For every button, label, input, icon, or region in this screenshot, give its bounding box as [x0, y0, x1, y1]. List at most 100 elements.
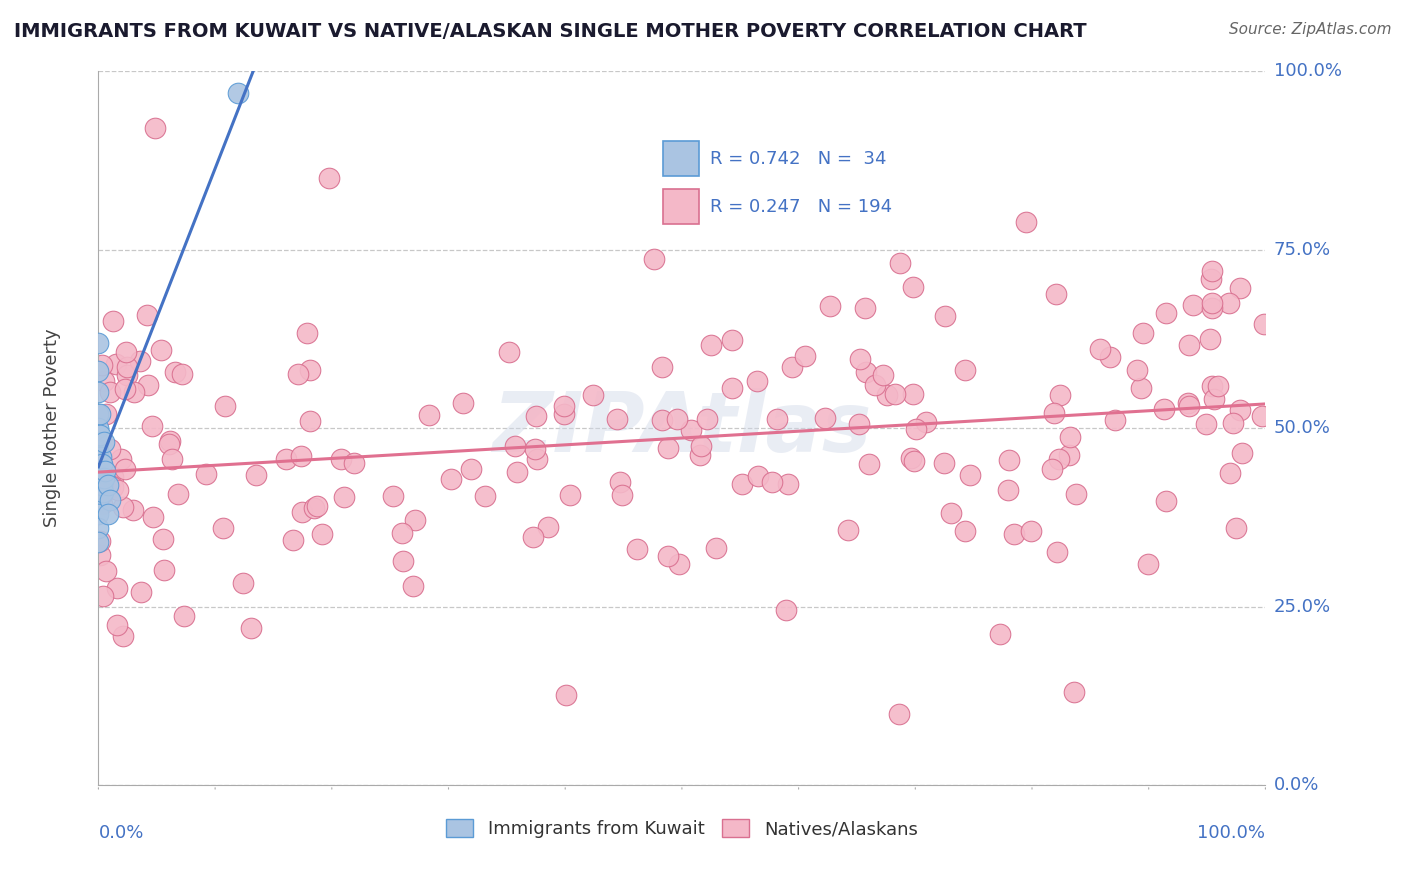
Point — [1045, 287, 1067, 301]
Point — [901, 387, 924, 401]
Point — [290, 449, 312, 463]
Text: 50.0%: 50.0% — [1274, 419, 1330, 437]
Point — [307, 499, 329, 513]
Point — [651, 360, 673, 375]
Point — [330, 451, 353, 466]
Point — [212, 521, 235, 535]
Point — [766, 412, 789, 426]
Text: R = 0.742   N =  34: R = 0.742 N = 34 — [710, 150, 886, 168]
Point — [1198, 332, 1220, 346]
Point — [606, 411, 628, 425]
Point — [87, 457, 110, 471]
Point — [101, 314, 124, 328]
Point — [136, 308, 159, 322]
Point — [167, 486, 190, 500]
Point — [107, 483, 129, 497]
Point — [276, 451, 298, 466]
Point — [939, 506, 962, 520]
Point — [1088, 342, 1111, 356]
Point — [1232, 446, 1254, 460]
Point — [679, 423, 702, 437]
Point — [173, 608, 195, 623]
Point — [98, 492, 121, 507]
Point — [89, 428, 111, 442]
Text: 25.0%: 25.0% — [1274, 598, 1331, 615]
Point — [90, 358, 112, 372]
Point — [451, 396, 474, 410]
Point — [657, 441, 679, 455]
Point — [553, 408, 575, 422]
Point — [91, 485, 114, 500]
Point — [114, 382, 136, 396]
Text: 100.0%: 100.0% — [1274, 62, 1341, 80]
Point — [98, 477, 121, 491]
Point — [1156, 494, 1178, 508]
Point — [1099, 350, 1122, 364]
Point — [90, 485, 112, 500]
Point — [998, 453, 1021, 467]
Point — [884, 386, 907, 401]
Point — [849, 351, 872, 366]
Point — [934, 309, 956, 323]
Point — [122, 384, 145, 399]
Point — [536, 520, 558, 534]
Point — [1219, 466, 1241, 480]
Point — [1059, 430, 1081, 444]
Text: 100.0%: 100.0% — [1198, 824, 1265, 842]
Point — [1047, 452, 1070, 467]
Point — [87, 464, 110, 478]
Point — [145, 121, 167, 136]
Point — [914, 415, 936, 429]
Point — [287, 367, 309, 381]
Point — [1002, 527, 1025, 541]
Point — [214, 399, 236, 413]
Text: IMMIGRANTS FROM KUWAIT VS NATIVE/ALASKAN SINGLE MOTHER POVERTY CORRELATION CHART: IMMIGRANTS FROM KUWAIT VS NATIVE/ALASKAN… — [14, 22, 1087, 41]
Point — [131, 585, 153, 599]
Point — [89, 549, 111, 563]
Point — [1222, 417, 1244, 431]
Point — [87, 421, 110, 435]
Point — [903, 454, 925, 468]
Point — [152, 563, 174, 577]
Point — [522, 530, 544, 544]
Point — [91, 496, 114, 510]
Text: 0.0%: 0.0% — [1274, 776, 1319, 794]
Point — [87, 521, 110, 535]
Point — [90, 457, 112, 471]
Point — [1154, 306, 1177, 320]
Point — [129, 353, 152, 368]
Point — [1201, 378, 1223, 392]
Point — [195, 467, 218, 481]
Point — [245, 467, 267, 482]
Point — [498, 344, 520, 359]
Point — [997, 483, 1019, 497]
Point — [1181, 298, 1204, 312]
Point — [855, 365, 877, 379]
Point — [889, 255, 911, 269]
Point — [87, 364, 110, 378]
Text: 0.0%: 0.0% — [98, 824, 143, 842]
Point — [643, 252, 665, 266]
Point — [299, 363, 322, 377]
Point — [657, 549, 679, 563]
Point — [97, 507, 120, 521]
Point — [105, 617, 128, 632]
Point — [1019, 524, 1042, 538]
Point — [558, 488, 581, 502]
Point — [1225, 521, 1247, 535]
Point — [90, 464, 112, 478]
Point — [1201, 301, 1223, 316]
Point — [865, 377, 887, 392]
Point — [105, 581, 128, 595]
Point — [1218, 296, 1240, 310]
Text: R = 0.247   N = 194: R = 0.247 N = 194 — [710, 198, 891, 216]
Point — [721, 381, 744, 395]
Point — [382, 489, 405, 503]
Point — [98, 384, 121, 399]
Point — [87, 407, 110, 421]
Point — [281, 533, 304, 548]
Point — [90, 450, 112, 464]
Point — [402, 579, 425, 593]
Point — [1129, 381, 1152, 395]
Point — [1195, 417, 1218, 432]
